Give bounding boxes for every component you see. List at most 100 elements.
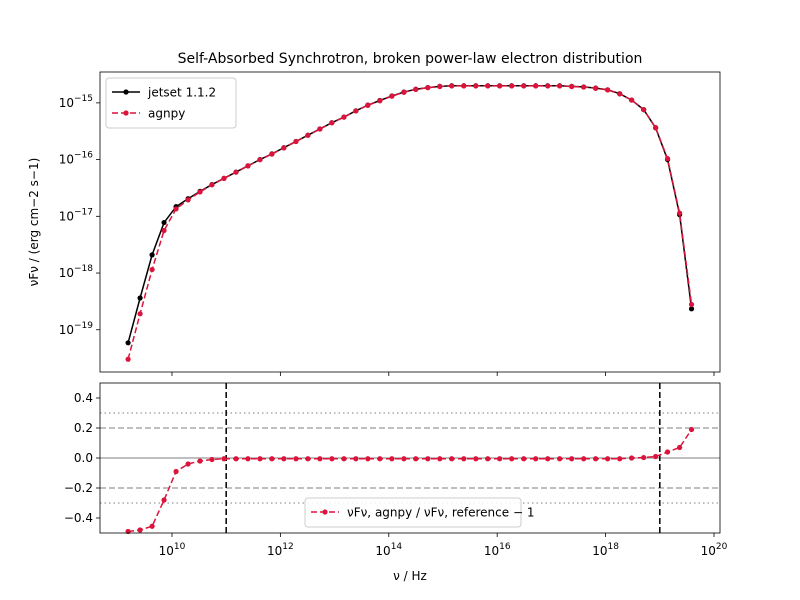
data-point — [173, 468, 179, 475]
tick-exponent: −19 — [74, 321, 93, 331]
data-point — [629, 455, 635, 461]
y-tick-label: 0.2 — [74, 421, 93, 435]
data-point — [425, 456, 431, 462]
data-point — [149, 523, 155, 529]
legend-label: agnpy — [148, 107, 185, 121]
data-point — [677, 444, 683, 451]
data-point — [317, 126, 323, 132]
data-point — [317, 456, 323, 462]
tick-base: 10 — [59, 96, 74, 110]
data-point — [688, 301, 695, 308]
data-point — [389, 456, 395, 462]
x-tick-label: 1012 — [267, 542, 294, 558]
x-tick-label: 1016 — [484, 542, 511, 558]
data-point — [688, 306, 695, 312]
data-point — [329, 120, 335, 126]
data-point — [521, 456, 527, 462]
tick-exponent: 20 — [716, 542, 728, 552]
tick-exponent: 12 — [282, 542, 293, 552]
data-point — [197, 458, 203, 464]
data-point — [557, 83, 563, 89]
data-point — [137, 527, 143, 533]
data-point — [149, 252, 155, 258]
data-point — [521, 83, 527, 89]
data-point — [569, 83, 575, 90]
data-point — [137, 295, 143, 301]
data-point — [533, 456, 539, 462]
data-point — [341, 114, 347, 120]
tick-base: 10 — [59, 209, 74, 223]
y-tick-label: 10−18 — [59, 264, 94, 280]
data-point — [209, 456, 215, 463]
data-point — [641, 454, 647, 461]
x-tick-label: 1018 — [592, 542, 619, 558]
data-point — [161, 497, 167, 503]
data-point — [497, 83, 503, 89]
y-tick-label: 0.0 — [74, 451, 93, 465]
data-point — [233, 169, 239, 175]
data-point — [641, 106, 647, 113]
data-point — [664, 156, 671, 162]
legend-marker — [322, 509, 328, 515]
data-point — [149, 266, 155, 273]
data-point — [413, 456, 419, 462]
data-point — [305, 456, 311, 462]
data-point — [281, 145, 287, 151]
data-point — [664, 449, 671, 455]
tick-exponent: −17 — [74, 207, 93, 217]
data-point — [653, 124, 659, 131]
data-point — [173, 206, 179, 212]
data-point — [437, 456, 443, 462]
data-point — [353, 108, 359, 114]
data-point — [473, 83, 479, 89]
data-point — [605, 87, 611, 93]
legend-box — [105, 77, 237, 129]
data-point — [293, 138, 299, 145]
tick-exponent: 14 — [391, 542, 403, 552]
data-point — [533, 83, 539, 89]
legend: jetset 1.1.2 agnpy — [105, 77, 237, 129]
tick-base: 10 — [375, 544, 390, 558]
y-tick-label: 10−17 — [59, 207, 93, 223]
data-point — [653, 453, 659, 460]
data-point — [437, 83, 443, 90]
data-point — [425, 85, 431, 91]
data-point — [449, 83, 455, 89]
legend-label: νFν, agnpy / νFν, reference − 1 — [347, 506, 534, 520]
x-tick-label: 1020 — [701, 542, 728, 558]
data-point — [569, 456, 575, 462]
data-point — [269, 456, 275, 462]
data-point — [125, 340, 131, 346]
data-point — [185, 197, 191, 203]
data-point — [509, 456, 515, 462]
tick-exponent: 16 — [499, 542, 511, 552]
data-point — [617, 91, 623, 97]
y-tick-label: 0.4 — [74, 391, 93, 405]
data-point — [545, 456, 551, 462]
data-point — [293, 456, 299, 462]
data-point — [377, 456, 383, 462]
tick-base: 10 — [484, 544, 499, 558]
legend: νFν, agnpy / νFν, reference − 1 — [304, 497, 534, 528]
tick-exponent: −15 — [74, 94, 93, 104]
data-point — [245, 163, 251, 169]
data-point — [485, 456, 491, 462]
data-point — [401, 89, 407, 95]
data-point — [209, 182, 215, 188]
data-point — [365, 102, 371, 108]
data-point — [257, 456, 263, 462]
x-tick-label: 1014 — [375, 542, 402, 558]
tick-base: 10 — [59, 266, 74, 280]
y-tick-label: 10−19 — [59, 321, 94, 337]
data-point — [161, 227, 167, 234]
data-point — [557, 456, 563, 462]
y-axis-label: νFν / (erg cm−2 s−1) — [27, 158, 41, 287]
data-point — [305, 132, 311, 138]
tick-exponent: 18 — [608, 542, 620, 552]
data-point — [545, 83, 551, 89]
x-axis-label: ν / Hz — [393, 569, 427, 583]
data-point — [125, 356, 131, 362]
data-point — [365, 456, 371, 462]
tick-base: 10 — [59, 153, 74, 167]
